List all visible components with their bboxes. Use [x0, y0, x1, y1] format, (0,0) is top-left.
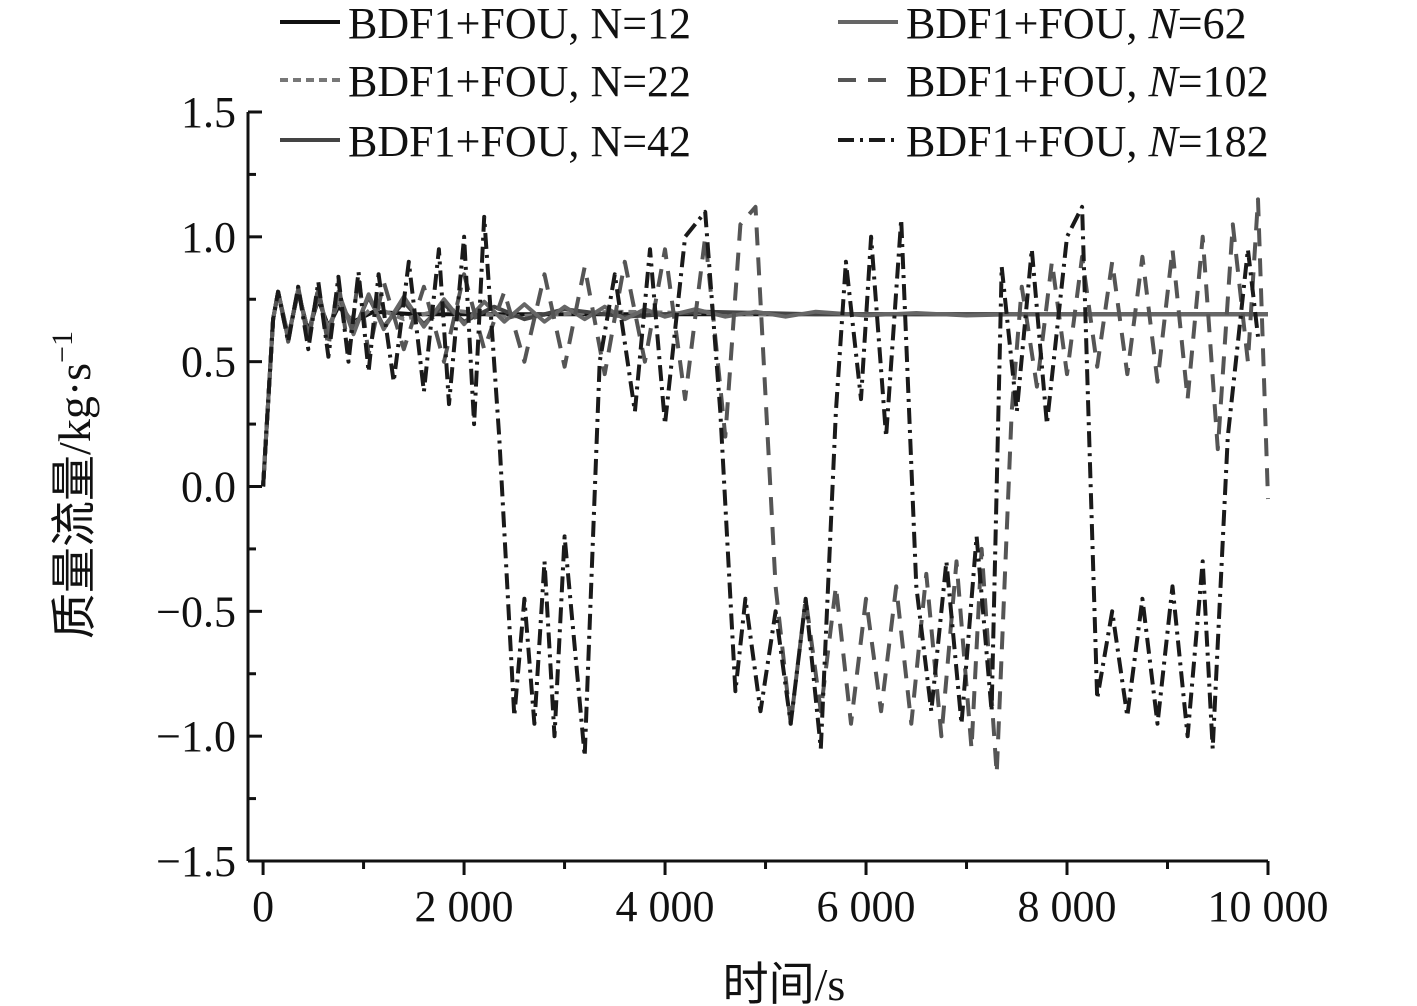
x-tick-label: 4 000 — [616, 882, 715, 931]
x-tick-label: 8 000 — [1018, 882, 1117, 931]
y-tick-label: −1.5 — [156, 837, 236, 886]
axes-layer: 1.5 1.0 0.5 0.0 −0.5 −1.0 −1.5 0 2 000 4 000 6 000… — [156, 88, 1328, 931]
y-tick-label: −0.5 — [156, 587, 236, 636]
series-line-5 — [261, 197, 1270, 776]
y-tick-label: 1.0 — [181, 213, 236, 262]
x-tick-label: 6 000 — [817, 882, 916, 931]
legend-label-5: BDF1+FOU, N=102 — [906, 57, 1269, 106]
y-tick-label: 0.5 — [181, 338, 236, 387]
y-axis-title: 质量流量/kg·s−1 — [46, 331, 100, 639]
legend: BDF1+FOU, N=12 BDF1+FOU, N=22 BDF1+FOU, N=… — [280, 0, 1269, 166]
legend-label-2: BDF1+FOU, N=22 — [348, 57, 691, 106]
legend-label-1: BDF1+FOU, N=12 — [348, 0, 691, 48]
legend-label-3: BDF1+FOU, N=42 — [348, 117, 691, 166]
y-tick-label: 0.0 — [181, 463, 236, 512]
legend-label-6: BDF1+FOU, N=182 — [906, 117, 1269, 166]
y-axis-title-sup: −1 — [46, 331, 79, 363]
y-axis-title-main: 质量流量/kg·s — [49, 363, 100, 639]
x-tick-label: 10 000 — [1208, 882, 1329, 931]
y-tick-label: −1.0 — [156, 712, 236, 761]
legend-label-4: BDF1+FOU, N=62 — [906, 0, 1247, 48]
x-axis-title: 时间/s — [723, 959, 846, 1006]
y-tick-label: 1.5 — [181, 88, 236, 137]
series-layer — [261, 197, 1270, 776]
x-tick-label: 2 000 — [415, 882, 514, 931]
x-tick-label: 0 — [252, 882, 274, 931]
